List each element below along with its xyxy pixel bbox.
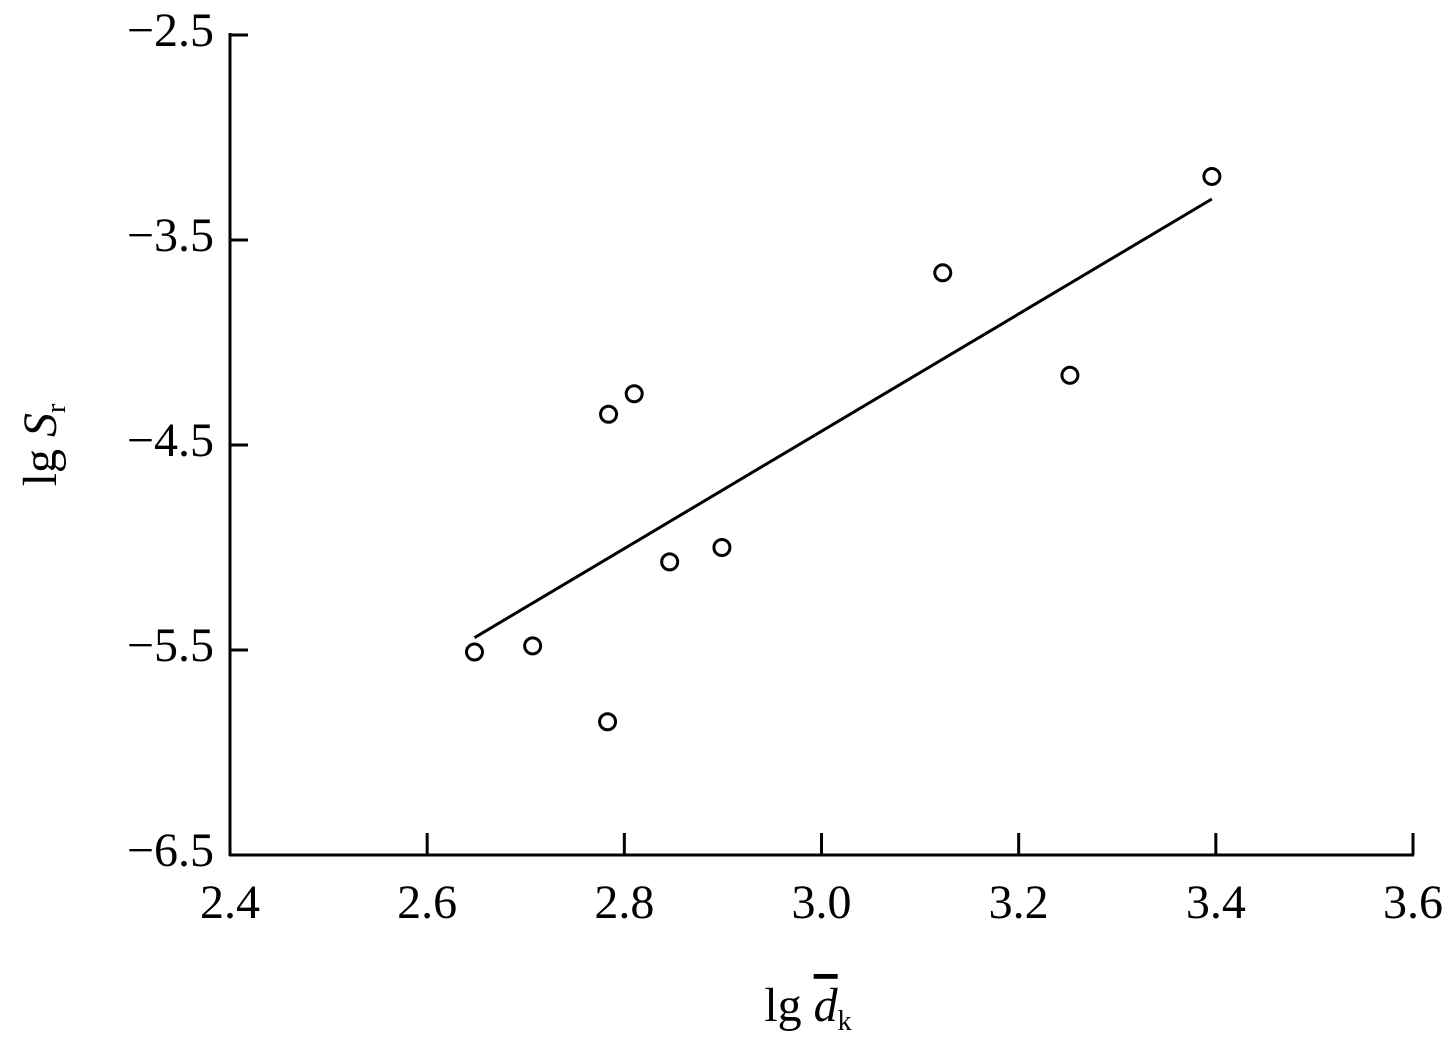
- x-label-symbol: d: [814, 979, 839, 1032]
- y-tick-label: −4.5: [127, 414, 214, 467]
- data-point: [599, 404, 619, 424]
- data-point: [598, 712, 618, 732]
- data-point: [712, 538, 732, 557]
- x-tick-label: 2.6: [397, 876, 457, 929]
- y-tick-label: −5.5: [127, 619, 214, 672]
- data-point: [1202, 166, 1222, 186]
- x-tick-label: 2.8: [594, 876, 654, 929]
- y-tick-label: −2.5: [127, 4, 214, 57]
- y-label-prefix: lg: [14, 449, 67, 486]
- data-point: [660, 552, 680, 572]
- y-label-subscript: r: [41, 403, 72, 413]
- x-label-prefix: lg: [764, 979, 801, 1032]
- y-axis-label: lg Sr: [14, 403, 72, 486]
- fit-line: [473, 197, 1213, 639]
- y-tick-label: −6.5: [127, 824, 214, 877]
- data-point: [1060, 365, 1080, 385]
- x-tick-label: 2.4: [200, 876, 260, 929]
- y-label-symbol: S: [14, 413, 67, 437]
- x-tick-label: 3.4: [1186, 876, 1246, 929]
- x-tick-label: 3.2: [989, 876, 1049, 929]
- x-axis-label: lg dk: [764, 979, 851, 1037]
- y-tick-label: −3.5: [127, 209, 214, 262]
- x-tick-label: 3.0: [792, 876, 852, 929]
- x-label-subscript: k: [838, 1006, 852, 1037]
- data-point: [624, 384, 644, 404]
- data-point: [933, 263, 953, 283]
- x-tick-label: 3.6: [1383, 876, 1443, 929]
- data-point: [523, 636, 543, 656]
- data-point: [464, 642, 484, 662]
